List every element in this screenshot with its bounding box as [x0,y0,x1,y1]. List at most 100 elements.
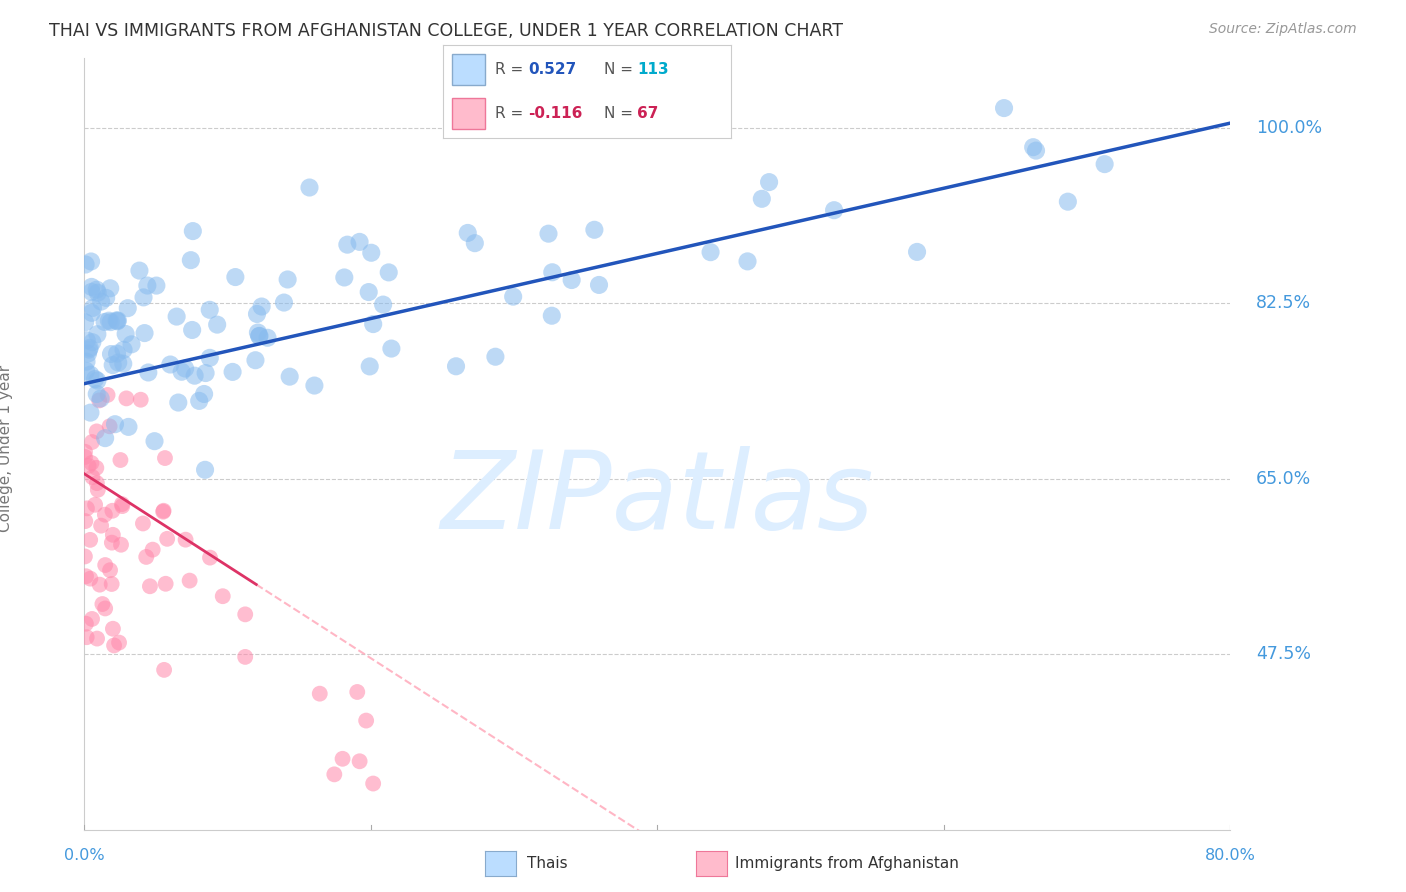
Point [250,300,273,314]
Point [132,516,155,531]
Point [336,237,359,252]
Point [371,297,394,311]
Point [153,663,176,677]
Point [156,532,179,546]
Point [73,444,96,458]
Point [112,343,135,357]
Point [136,366,159,380]
Point [183,368,205,383]
Point [333,270,356,285]
Point [588,277,610,292]
Point [354,714,377,728]
Text: N =: N = [605,62,638,77]
Point [224,270,246,285]
Point [152,505,174,519]
Point [80,280,103,294]
Point [117,420,139,434]
Point [1022,140,1045,154]
Point [75,364,97,378]
Point [110,538,132,552]
Point [105,346,128,360]
Point [80,456,103,470]
Text: Immigrants from Afghanistan: Immigrants from Afghanistan [735,856,959,871]
Point [273,295,295,310]
Point [135,549,157,564]
Point [87,285,110,300]
Text: THAI VS IMMIGRANTS FROM AFGHANISTAN COLLEGE, UNDER 1 YEAR CORRELATION CHART: THAI VS IMMIGRANTS FROM AFGHANISTAN COLL… [49,22,844,40]
Point [464,236,486,251]
Text: 47.5%: 47.5% [1256,645,1310,663]
Point [198,550,221,565]
Point [100,347,122,361]
Point [77,346,100,360]
Point [143,434,166,449]
Text: 67: 67 [637,106,659,121]
Point [100,577,122,591]
Text: Source: ZipAtlas.com: Source: ZipAtlas.com [1209,22,1357,37]
Point [77,343,100,357]
Text: 65.0%: 65.0% [1256,470,1312,488]
Point [993,101,1015,115]
Text: R =: R = [495,62,527,77]
Point [502,290,524,304]
Point [98,419,121,434]
Point [111,497,134,511]
Point [80,612,103,626]
Point [101,622,124,636]
Text: ZIPatlas: ZIPatlas [440,446,875,551]
Point [174,533,197,547]
Point [73,450,96,464]
Point [80,435,103,450]
Point [77,458,100,473]
Text: Thais: Thais [527,856,568,871]
Point [346,685,368,699]
Point [457,226,479,240]
Point [194,463,217,477]
Point [537,227,560,241]
Point [170,365,193,379]
Point [332,752,354,766]
Point [246,307,269,321]
Point [211,589,233,603]
Point [86,327,108,342]
Point [129,392,152,407]
Point [298,180,321,194]
Point [101,535,124,549]
Point [79,572,101,586]
Point [94,601,117,615]
Point [304,378,326,392]
Point [134,326,156,340]
Point [205,318,228,332]
Point [360,245,382,260]
Point [188,393,211,408]
Point [246,326,269,340]
Point [90,518,112,533]
Point [159,358,181,372]
Point [247,329,270,343]
Point [194,366,217,380]
Point [193,387,215,401]
Point [444,359,467,374]
Point [112,357,135,371]
Point [111,499,134,513]
Bar [451,98,485,129]
Point [181,323,204,337]
Point [152,504,174,518]
Point [76,630,98,644]
Point [540,309,562,323]
Point [103,639,125,653]
Point [76,354,98,368]
Point [823,203,845,218]
Point [1094,157,1116,171]
Text: 82.5%: 82.5% [1256,294,1312,312]
Point [76,501,98,516]
Point [308,687,330,701]
Point [84,498,107,512]
Point [73,549,96,564]
Point [1056,194,1078,209]
Point [361,776,384,790]
Point [80,285,103,299]
Text: 0.0%: 0.0% [65,847,104,863]
Point [76,334,98,348]
Point [90,294,112,309]
